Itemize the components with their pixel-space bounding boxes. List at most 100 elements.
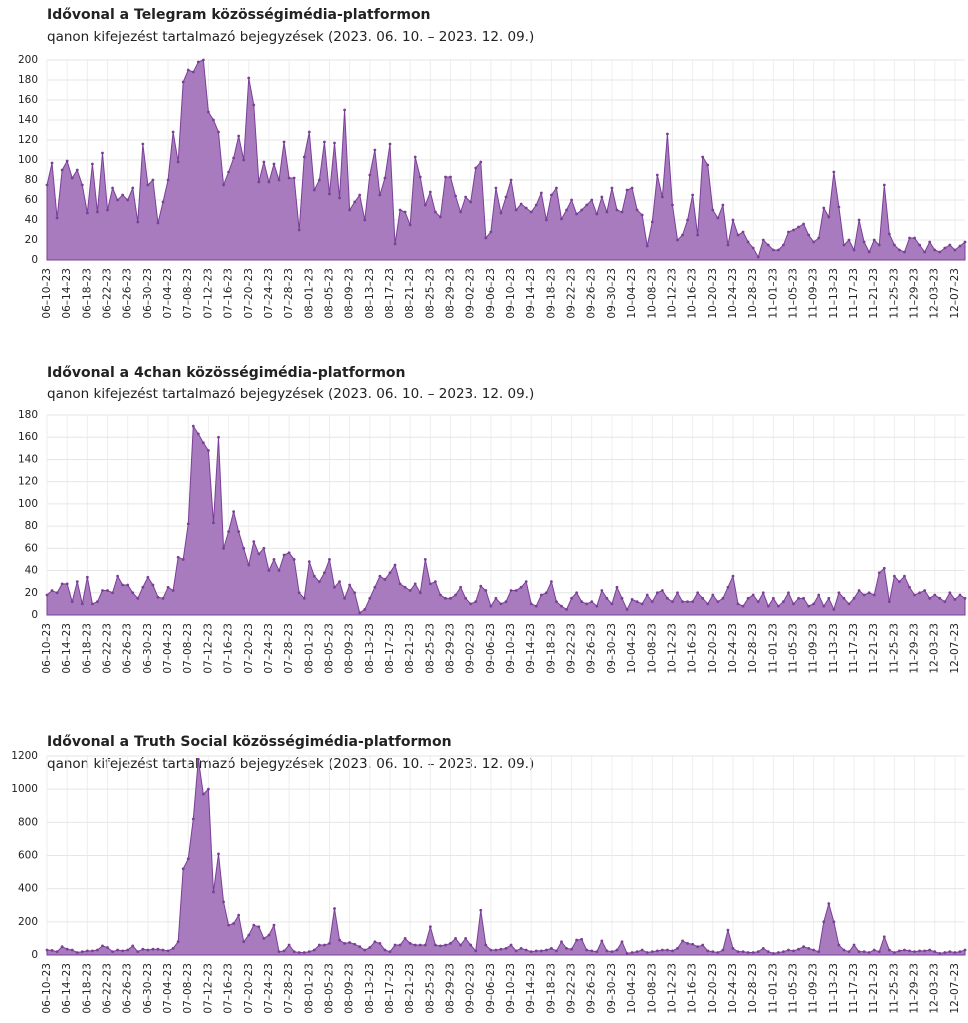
x-tick-label: 09–22–23 xyxy=(566,268,578,319)
y-tick-label: 0 xyxy=(31,949,38,961)
x-tick-label: 08–17–23 xyxy=(384,623,396,674)
x-tick-label: 08–25–23 xyxy=(424,963,436,1014)
point xyxy=(640,602,644,606)
point xyxy=(307,130,311,134)
y-tick-label: 100 xyxy=(18,498,38,510)
point xyxy=(504,195,508,199)
point xyxy=(237,913,241,917)
point xyxy=(454,593,457,597)
point xyxy=(534,604,538,608)
point xyxy=(101,944,104,948)
point xyxy=(176,160,180,164)
point xyxy=(544,948,548,952)
point xyxy=(686,941,689,945)
point xyxy=(721,596,725,600)
point xyxy=(247,563,251,567)
point xyxy=(292,558,296,561)
point xyxy=(650,950,654,954)
y-tick-label: 0 xyxy=(31,609,38,621)
point xyxy=(272,558,276,561)
point xyxy=(227,530,230,534)
point xyxy=(368,946,372,949)
point xyxy=(383,176,387,180)
point xyxy=(277,569,281,572)
point xyxy=(847,238,851,242)
point xyxy=(877,571,881,575)
point xyxy=(287,176,291,180)
point xyxy=(933,593,937,597)
point xyxy=(333,585,336,589)
x-tick-label: 11–17–23 xyxy=(848,623,860,674)
x-tick-label: 10–24–23 xyxy=(727,623,739,674)
x-tick-label: 10–24–23 xyxy=(727,268,739,319)
point xyxy=(943,951,947,954)
point xyxy=(862,240,866,244)
x-tick-label: 08–05–23 xyxy=(323,268,335,319)
point xyxy=(529,602,533,606)
point xyxy=(181,867,185,871)
point xyxy=(595,212,599,216)
point xyxy=(832,608,836,611)
point xyxy=(539,593,543,597)
point xyxy=(877,243,881,247)
point xyxy=(373,940,377,944)
point xyxy=(822,920,826,924)
y-tick-label: 100 xyxy=(18,154,38,166)
point xyxy=(938,596,942,600)
point xyxy=(106,208,109,212)
point xyxy=(323,140,326,144)
point xyxy=(524,580,528,584)
y-tick-label: 200 xyxy=(18,916,38,928)
point xyxy=(287,551,291,555)
point xyxy=(630,598,634,601)
point xyxy=(625,188,629,192)
point xyxy=(232,510,236,514)
point xyxy=(444,596,447,600)
y-tick-label: 200 xyxy=(18,54,38,66)
x-tick-label: 08–17–23 xyxy=(384,268,396,319)
point xyxy=(837,591,841,595)
point xyxy=(75,951,79,954)
point xyxy=(787,591,790,595)
point xyxy=(186,68,190,72)
point xyxy=(368,596,372,600)
point xyxy=(958,593,962,597)
x-tick-label: 11–21–23 xyxy=(868,268,880,319)
point xyxy=(469,200,473,204)
point xyxy=(802,596,805,600)
x-tick-label: 06–18–23 xyxy=(81,268,93,319)
x-tick-label: 06–10–23 xyxy=(41,623,53,674)
x-tick-label: 07–24–23 xyxy=(263,623,275,674)
point xyxy=(701,155,705,159)
x-tick-label: 06–10–23 xyxy=(41,963,53,1014)
x-tick-label: 09–18–23 xyxy=(545,268,557,319)
point xyxy=(459,585,463,589)
point xyxy=(191,424,195,428)
point xyxy=(726,243,730,247)
point xyxy=(872,238,876,242)
point xyxy=(196,60,200,64)
x-tick-label: 11–01–23 xyxy=(767,268,779,319)
point xyxy=(570,947,573,951)
point xyxy=(524,206,528,210)
point xyxy=(681,939,684,943)
point xyxy=(776,951,780,954)
point xyxy=(262,160,266,164)
y-tick-label: 20 xyxy=(25,234,38,246)
x-tick-label: 08–29–23 xyxy=(445,963,457,1014)
point xyxy=(45,183,49,187)
x-tick-label: 06–14–23 xyxy=(61,623,73,674)
point xyxy=(953,951,957,954)
point xyxy=(207,110,210,114)
point xyxy=(620,596,624,600)
point xyxy=(186,857,190,861)
x-tick-label: 08–05–23 xyxy=(323,963,335,1014)
point xyxy=(610,186,614,190)
point xyxy=(862,593,866,597)
point xyxy=(373,148,377,152)
x-tick-label: 07–24–23 xyxy=(263,268,275,319)
point xyxy=(418,591,422,595)
point xyxy=(731,574,735,578)
point xyxy=(358,945,362,949)
